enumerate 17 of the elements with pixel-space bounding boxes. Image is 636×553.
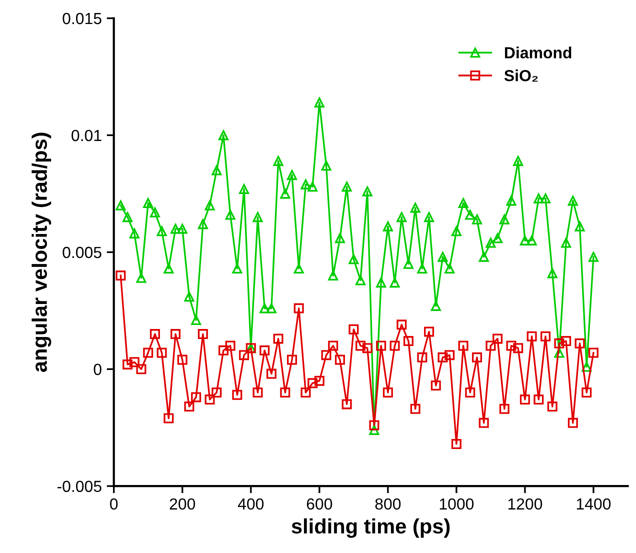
legend-label: Diamond [504, 46, 572, 58]
x-axis-title: sliding time (ps) [292, 518, 450, 538]
y-tick-label: 0.015 [62, 12, 102, 24]
x-tick-label: 400 [238, 498, 264, 510]
y-axis-title: angular velocity (rad/ps) [32, 132, 52, 372]
y-tick-label: 0.01 [72, 130, 102, 142]
x-tick-label: 0 [110, 498, 118, 510]
x-tick-label: 1000 [440, 498, 474, 510]
x-tick-label: 200 [170, 498, 196, 510]
y-tick-label: -0.005 [57, 480, 102, 492]
x-tick-label: 1400 [576, 498, 611, 510]
y-tick-label: 0.005 [62, 246, 102, 258]
x-tick-label: 600 [306, 498, 332, 510]
legend-label: SiO₂ [504, 70, 538, 82]
x-tick-label: 800 [375, 498, 401, 510]
y-tick-label: 0 [94, 364, 102, 376]
x-tick-label: 1200 [508, 498, 542, 510]
